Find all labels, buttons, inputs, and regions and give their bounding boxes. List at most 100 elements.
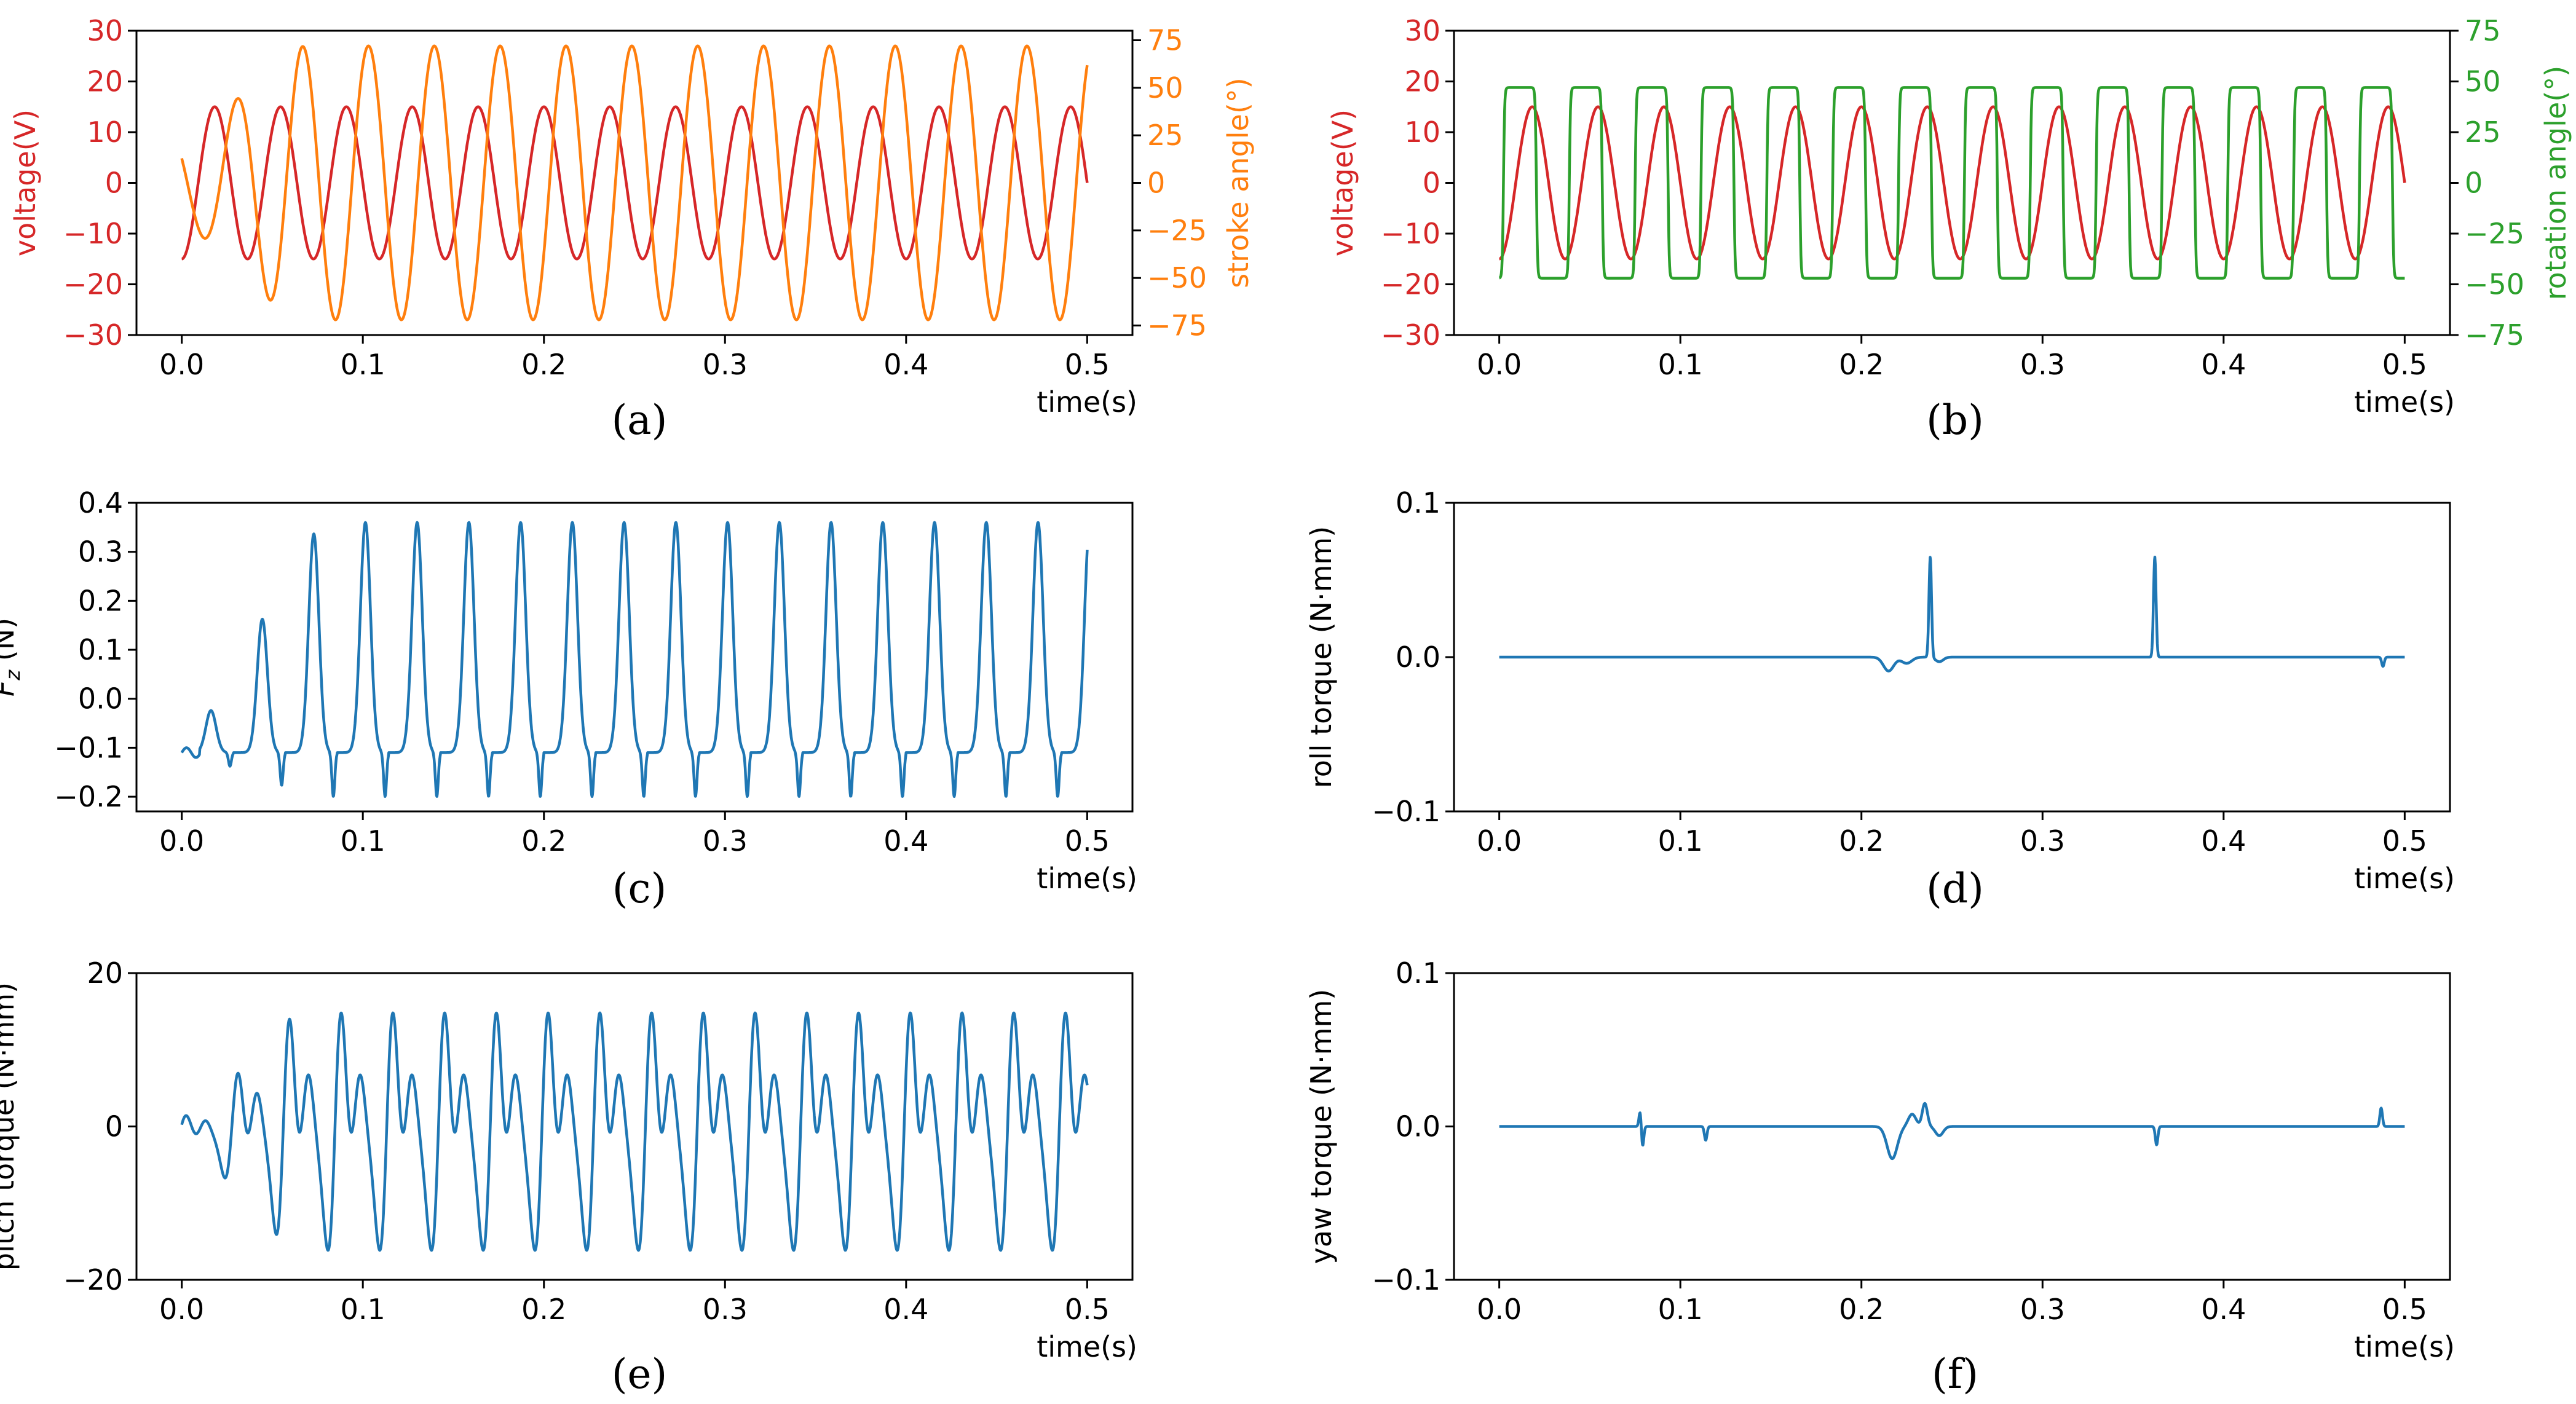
x-tick-label-f-0: 0.0	[1477, 1293, 1522, 1326]
x-tick-label-e-4: 0.4	[883, 1293, 928, 1326]
caption-e: (e)	[612, 1351, 668, 1398]
x-tick-label-c-3: 0.3	[703, 824, 748, 858]
y-axis-label-e: pitch torque (N·mm)	[0, 982, 20, 1271]
y2-tick-label-b-6: 75	[2465, 14, 2501, 47]
x-tick-label-d-4: 0.4	[2201, 824, 2246, 858]
x-tick-label-c-0: 0.0	[159, 824, 204, 858]
y-tick-label-f-1: 0.0	[1396, 1110, 1440, 1143]
panel-f: 0.0 0.1 0.2 0.3 0.4 0.5 time(s) −0.1 0.0 0.1 yaw t…	[1305, 956, 2455, 1398]
y2-tick-label-a-4: 25	[1147, 119, 1183, 152]
x-tick-label-b-0: 0.0	[1477, 348, 1522, 381]
y-tick-label-c-2: 0.0	[78, 682, 123, 716]
y-tick-label-b-3: 0	[1423, 167, 1440, 200]
x-tick-label-a-2: 0.2	[521, 348, 566, 381]
y2-tick-label-a-2: −25	[1147, 214, 1207, 247]
x-tick-label-c-5: 0.5	[1065, 824, 1110, 858]
plot-area-d: 0.0 0.1 0.2 0.3 0.4 0.5 time(s) −0.1 0.0 0.1 roll …	[1305, 486, 2455, 895]
x-tick-label-e-0: 0.0	[159, 1293, 204, 1326]
series-line-b-voltage	[1498, 105, 2406, 261]
y2-tick-label-b-5: 50	[2465, 65, 2501, 98]
x-tick-label-e-2: 0.2	[521, 1293, 566, 1326]
y-tick-label-c-6: 0.4	[78, 486, 123, 519]
x-tick-label-d-1: 0.1	[1658, 824, 1703, 858]
y-tick-label-b-4: 10	[1404, 116, 1440, 149]
y2-tick-label-b-3: 0	[2465, 167, 2483, 200]
y-tick-label-a-5: 20	[87, 65, 123, 98]
panel-c: 0.0 0.1 0.2 0.3 0.4 0.5 time(s) −0.2 −0.1 0.0 0.1 0…	[0, 486, 1137, 912]
x-tick-label-d-0: 0.0	[1477, 824, 1522, 858]
y-tick-label-a-1: −20	[63, 268, 123, 301]
y-tick-label-b-1: −20	[1381, 268, 1440, 301]
y2-tick-label-b-2: −25	[2465, 217, 2524, 250]
y2-tick-label-b-1: −50	[2465, 268, 2524, 301]
x-tick-label-f-5: 0.5	[2382, 1293, 2427, 1326]
plot-area-b: 0.0 0.1 0.2 0.3 0.4 0.5 time(s) −30 −20 −10 0 10 20 3…	[1326, 14, 2572, 419]
axes-frame-c	[135, 502, 1134, 813]
x-tick-label-c-4: 0.4	[883, 824, 928, 858]
plot-area-a: 0.0 0.1 0.2 0.3 0.4 0.5 time(s) −30 −20 −10 0 10 20 3…	[9, 14, 1255, 419]
y-tick-label-d-0: −0.1	[1372, 795, 1440, 828]
y-tick-label-a-2: −10	[63, 217, 123, 250]
y-tick-label-b-2: −10	[1381, 217, 1440, 250]
y-tick-label-c-0: −0.2	[54, 780, 123, 813]
x-tick-label-b-1: 0.1	[1658, 348, 1703, 381]
y-axis-label-main-c: F	[0, 680, 20, 696]
x-tick-label-f-4: 0.4	[2201, 1293, 2246, 1326]
y-axis-label-unit-c: (N)	[0, 618, 20, 670]
x-tick-label-a-3: 0.3	[703, 348, 748, 381]
y2-tick-label-a-3: 0	[1147, 167, 1165, 200]
x-tick-label-c-1: 0.1	[341, 824, 385, 858]
x-tick-label-a-1: 0.1	[341, 348, 385, 381]
series-line-b-rotation-angle	[1498, 86, 2406, 280]
x-tick-label-d-3: 0.3	[2020, 824, 2065, 858]
x-tick-label-b-3: 0.3	[2020, 348, 2065, 381]
x-tick-label-a-4: 0.4	[883, 348, 928, 381]
x-tick-label-a-5: 0.5	[1065, 348, 1110, 381]
y-tick-label-d-1: 0.0	[1396, 641, 1440, 674]
x-tick-label-e-5: 0.5	[1065, 1293, 1110, 1326]
x-axis-label-c: time(s)	[1037, 862, 1137, 895]
x-tick-label-b-2: 0.2	[1839, 348, 1884, 381]
series-line-a-stroke-angle	[180, 44, 1089, 321]
y-tick-label-a-6: 30	[87, 14, 123, 47]
x-axis-label-e: time(s)	[1037, 1330, 1137, 1363]
y2-tick-label-a-6: 75	[1147, 23, 1183, 57]
y-axis-label-sub-c: z	[1, 669, 25, 681]
x-axis-label-d: time(s)	[2354, 862, 2455, 895]
y-tick-label-c-1: −0.1	[54, 731, 123, 764]
plot-area-f: 0.0 0.1 0.2 0.3 0.4 0.5 time(s) −0.1 0.0 0.1 yaw t…	[1305, 956, 2455, 1363]
panel-b: 0.0 0.1 0.2 0.3 0.4 0.5 time(s) −30 −20 −10 0 10 20 3…	[1326, 14, 2572, 444]
x-axis-label-f: time(s)	[2354, 1330, 2455, 1363]
y-tick-label-a-4: 10	[87, 116, 123, 149]
series-line-e-pitch-torque	[180, 1011, 1089, 1252]
y-tick-label-c-3: 0.1	[78, 633, 123, 666]
y2-tick-label-b-4: 25	[2465, 116, 2501, 149]
y2-tick-label-a-5: 50	[1147, 71, 1183, 105]
x-tick-label-b-5: 0.5	[2382, 348, 2427, 381]
panel-d: 0.0 0.1 0.2 0.3 0.4 0.5 time(s) −0.1 0.0 0.1 roll …	[1305, 486, 2455, 912]
y-tick-label-a-3: 0	[105, 167, 123, 200]
plot-area-c: 0.0 0.1 0.2 0.3 0.4 0.5 time(s) −0.2 −0.1 0.0 0.1 0…	[0, 486, 1137, 895]
y-tick-label-b-5: 20	[1404, 65, 1440, 98]
caption-d: (d)	[1926, 865, 1984, 912]
y2-tick-label-a-1: −50	[1147, 261, 1207, 294]
y-axis-label-a: voltage(V)	[9, 109, 42, 256]
x-tick-label-f-2: 0.2	[1839, 1293, 1884, 1326]
y-tick-label-c-5: 0.3	[78, 535, 123, 569]
series-line-f-yaw-torque	[1498, 1102, 2406, 1161]
y-tick-label-c-4: 0.2	[78, 584, 123, 617]
y2-tick-label-a-0: −75	[1147, 309, 1207, 342]
x-tick-label-b-4: 0.4	[2201, 348, 2246, 381]
caption-b: (b)	[1926, 396, 1984, 444]
x-tick-label-c-2: 0.2	[521, 824, 566, 858]
x-tick-label-d-2: 0.2	[1839, 824, 1884, 858]
y-tick-label-b-6: 30	[1404, 14, 1440, 47]
panel-a: 0.0 0.1 0.2 0.3 0.4 0.5 time(s) −30 −20 −10 0 10 20 3…	[9, 14, 1255, 444]
y-tick-label-a-0: −30	[63, 318, 123, 352]
y-axis-label-c: Fz (N)	[0, 618, 25, 696]
y-axis-label-d: roll torque (N·mm)	[1305, 526, 1338, 788]
x-axis-label-a: time(s)	[1037, 385, 1137, 419]
y-tick-label-e-0: −20	[63, 1263, 123, 1296]
caption-f: (f)	[1932, 1351, 1978, 1398]
